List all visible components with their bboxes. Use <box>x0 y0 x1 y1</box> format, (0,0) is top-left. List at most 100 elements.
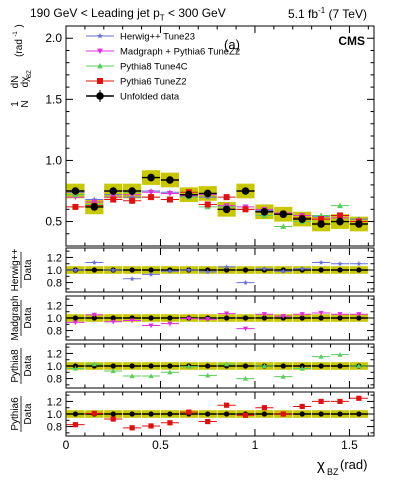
ratio-data-point <box>337 267 343 273</box>
data-point <box>109 187 118 195</box>
ratio-data-point <box>337 363 343 369</box>
y-tick-label: 1.5 <box>45 92 62 106</box>
ratio-data-point <box>242 315 249 321</box>
ratio-point <box>318 398 324 405</box>
ratio-data-point <box>318 315 324 321</box>
legend-item: Madgraph + Pythia6 TuneZ2 <box>86 47 240 58</box>
ratio-point <box>148 323 154 329</box>
svg-text:χ: χ <box>317 457 325 474</box>
ratio-point <box>167 420 173 426</box>
y-tick-label: 0.8 <box>47 422 62 434</box>
x-tick-label: 0.5 <box>152 438 169 452</box>
ratio-data-point <box>280 363 286 369</box>
y-tick-label: 0.5 <box>45 215 62 229</box>
ratio-point <box>73 267 78 273</box>
svg-text:): ) <box>14 24 25 27</box>
ratio-data-point <box>337 411 343 417</box>
model-point <box>129 197 136 204</box>
ratio-point <box>205 269 211 274</box>
ratio-point <box>91 259 97 265</box>
ratio-data-point <box>110 363 116 369</box>
ratio-point <box>261 363 268 369</box>
model-point <box>280 223 287 229</box>
ratio-point <box>91 312 97 318</box>
ratio-point <box>205 418 211 425</box>
svg-text:Pythia6: Pythia6 <box>10 397 21 431</box>
svg-text:-1: -1 <box>13 31 19 37</box>
legend-item: Pythia6 TuneZ2 <box>86 77 187 88</box>
y-tick-label: 0.8 <box>47 278 62 290</box>
ratio-point <box>280 314 286 319</box>
ratio-point <box>110 267 116 273</box>
ratio-y-axis-label: Madgraph Data <box>10 295 34 340</box>
ratio-point <box>224 402 230 408</box>
ratio-data-point <box>129 267 135 273</box>
ratio-point <box>91 410 97 416</box>
ratio-y-axis-label: Herwig++ Data <box>10 248 34 291</box>
ratio-point <box>72 422 79 428</box>
ratio-point <box>224 311 230 317</box>
data-point <box>166 176 174 184</box>
y-tick-label: 1.2 <box>47 396 62 408</box>
svg-text:BZ: BZ <box>27 70 33 78</box>
ratio-point <box>356 363 362 369</box>
data-point <box>185 190 193 199</box>
ratio-point <box>299 403 305 410</box>
ratio-point <box>280 268 286 274</box>
legend-item: Unfolded data <box>86 90 180 103</box>
ratio-point <box>299 266 305 271</box>
data-point <box>317 220 325 228</box>
model-point <box>318 216 325 223</box>
svg-text:BZ: BZ <box>327 467 339 477</box>
ratio-point <box>148 423 154 429</box>
y-tick-label: 1.2 <box>47 252 62 264</box>
ratio-point <box>205 317 211 322</box>
ratio-data-point <box>148 315 154 321</box>
y-tick-label: 0.8 <box>47 374 62 386</box>
ratio-point <box>205 372 211 378</box>
y-tick-label: 1.0 <box>45 153 62 167</box>
data-point <box>298 215 306 223</box>
model-point <box>223 194 230 201</box>
ratio-data-point <box>72 315 79 321</box>
ratio-data-point <box>242 267 249 273</box>
ratio-point <box>167 268 173 274</box>
ratio-point <box>242 412 249 418</box>
ratio-point <box>167 321 173 327</box>
ratio-point <box>242 326 249 332</box>
ratio-data-point <box>148 363 154 369</box>
ratio-point <box>167 369 173 375</box>
ratio-data-point <box>356 411 362 417</box>
ratio-point <box>299 312 305 317</box>
ratio-point <box>356 395 362 401</box>
data-point <box>336 217 344 226</box>
ratio-data-point <box>129 411 135 417</box>
svg-text:Data: Data <box>23 259 34 281</box>
ratio-point <box>91 361 97 367</box>
model-point <box>336 212 343 219</box>
model-point <box>110 196 117 203</box>
svg-text:Data: Data <box>23 403 34 425</box>
selection-label: 190 GeV < Leading jet pT < 300 GeV <box>30 6 226 23</box>
ratio-data-point <box>318 363 324 369</box>
ratio-point <box>148 271 154 277</box>
y-tick-label: 0.8 <box>47 326 62 338</box>
ratio-point <box>148 373 154 379</box>
model-point <box>166 196 173 203</box>
legend-label: Madgraph + Pythia6 TuneZ2 <box>120 47 240 58</box>
data-point <box>241 187 250 195</box>
data-point <box>71 187 80 195</box>
ratio-data-point <box>299 315 305 321</box>
ratio-data-point <box>261 315 268 321</box>
ratio-point <box>337 312 343 317</box>
ratio-point <box>261 405 268 411</box>
ratio-point <box>129 373 135 379</box>
svg-text:Madgraph: Madgraph <box>10 295 21 340</box>
svg-text:(rad): (rad) <box>340 457 367 472</box>
ratio-data-point <box>318 267 324 273</box>
legend-label: Pythia6 TuneZ2 <box>120 77 187 88</box>
data-point <box>128 187 136 195</box>
ratio-data-point <box>91 315 97 321</box>
experiment-label: CMS <box>338 34 365 48</box>
